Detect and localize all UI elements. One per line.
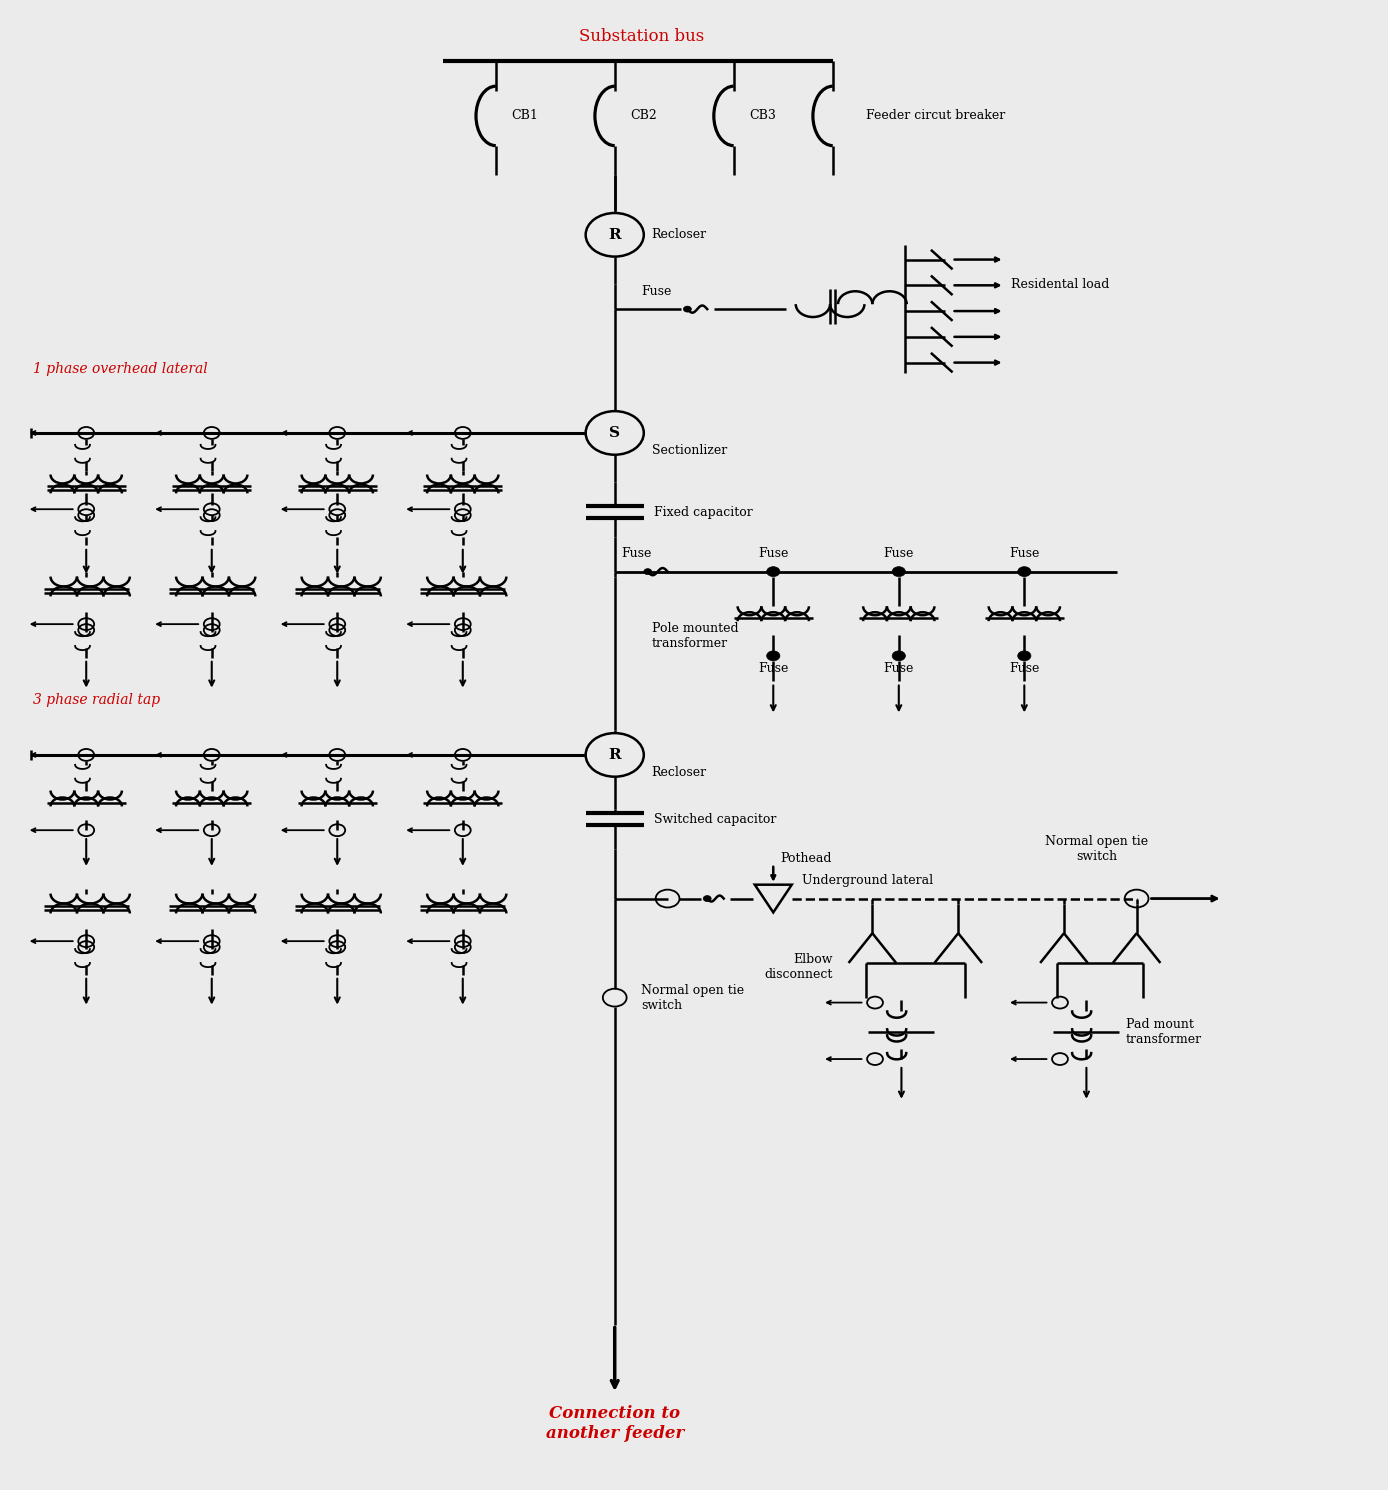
Text: Fuse: Fuse — [884, 662, 913, 675]
Text: Fuse: Fuse — [641, 285, 672, 298]
Circle shape — [766, 566, 780, 577]
Text: Fuse: Fuse — [884, 547, 913, 560]
Circle shape — [683, 305, 691, 311]
Text: CB3: CB3 — [750, 109, 776, 122]
Text: 3 phase radial tap: 3 phase radial tap — [33, 693, 161, 708]
Text: Normal open tie
switch: Normal open tie switch — [1045, 834, 1148, 863]
Text: Fuse: Fuse — [1009, 547, 1040, 560]
Text: Fuse: Fuse — [758, 662, 788, 675]
Text: Underground lateral: Underground lateral — [802, 875, 934, 887]
Text: Normal open tie
switch: Normal open tie switch — [641, 983, 744, 1012]
Text: Recloser: Recloser — [652, 766, 706, 779]
Circle shape — [644, 569, 652, 575]
Text: Feeder circut breaker: Feeder circut breaker — [866, 109, 1005, 122]
Circle shape — [1017, 566, 1031, 577]
Text: Fuse: Fuse — [1009, 662, 1040, 675]
Text: Pole mounted
transformer: Pole mounted transformer — [652, 621, 738, 650]
Text: Substation bus: Substation bus — [579, 28, 704, 45]
Text: Pothead: Pothead — [780, 852, 831, 866]
Text: Fuse: Fuse — [758, 547, 788, 560]
Text: Pad mount
transformer: Pad mount transformer — [1126, 1018, 1202, 1046]
Text: Sectionlizer: Sectionlizer — [652, 444, 727, 457]
Circle shape — [892, 651, 905, 660]
Text: Residental load: Residental load — [1010, 277, 1109, 291]
Text: Fixed capacitor: Fixed capacitor — [654, 505, 754, 519]
Text: Recloser: Recloser — [652, 228, 706, 241]
Circle shape — [1017, 651, 1031, 660]
Text: R: R — [608, 228, 620, 241]
Text: R: R — [608, 748, 620, 761]
Text: S: S — [609, 426, 620, 440]
Text: 1 phase overhead lateral: 1 phase overhead lateral — [33, 362, 208, 375]
Circle shape — [704, 895, 711, 901]
Circle shape — [766, 651, 780, 660]
Text: CB1: CB1 — [512, 109, 539, 122]
Text: Connection to
another feeder: Connection to another feeder — [545, 1405, 684, 1442]
Text: Elbow
disconnect: Elbow disconnect — [765, 954, 833, 980]
Text: Fuse: Fuse — [622, 547, 652, 560]
Text: CB2: CB2 — [630, 109, 658, 122]
Circle shape — [892, 566, 905, 577]
Text: Switched capacitor: Switched capacitor — [654, 814, 777, 825]
